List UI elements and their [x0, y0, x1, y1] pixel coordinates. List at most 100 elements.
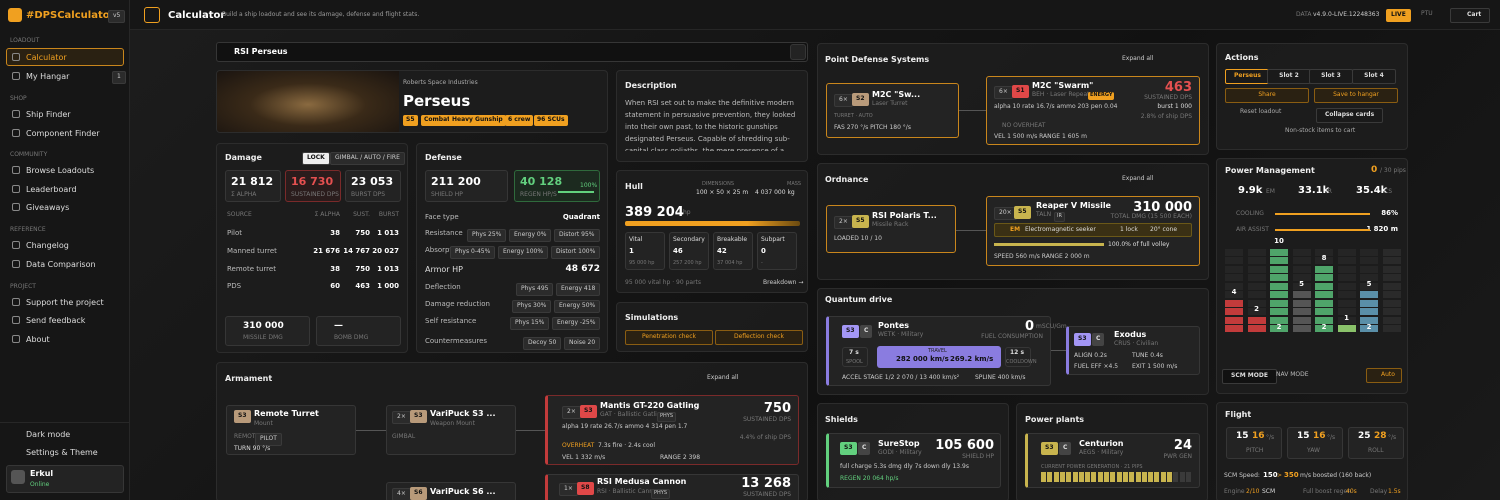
sidebar-sections-items[interactable]: Component Finder: [26, 129, 100, 138]
armament-medusa-type: RSI · Ballistic Cannon: [597, 488, 661, 495]
point-defense-mount-size: S2: [852, 93, 869, 106]
damage-modes[interactable]: LOCK: [302, 152, 330, 165]
point-defense-expand[interactable]: Expand all: [1122, 55, 1154, 62]
search-box[interactable]: [216, 42, 808, 62]
armament-mantis-dps: 750: [763, 401, 791, 416]
ordnance-title: Ordnance: [825, 175, 869, 184]
simulations-buttons[interactable]: Penetration check: [625, 330, 713, 345]
actions-cart[interactable]: Non-stock items to cart: [1285, 127, 1356, 134]
armament-varipuck-s3-count: 2×: [392, 411, 411, 424]
sidebar-sections-items[interactable]: My Hangar: [26, 72, 70, 81]
actions-slots[interactable]: Slot 3: [1309, 69, 1353, 84]
power-modes[interactable]: SCM MODE: [1222, 369, 1277, 384]
topbar-live[interactable]: LIVE: [1386, 9, 1411, 22]
damage-columns: Σ ALPHA: [314, 211, 340, 218]
ship-maker: Roberts Space Industries: [403, 79, 478, 86]
armament-title: Armament: [225, 374, 273, 383]
power-pip: [1337, 265, 1356, 273]
actions-slots[interactable]: Slot 2: [1267, 69, 1311, 84]
power-pip: [1225, 299, 1243, 307]
sidebar-sections-items[interactable]: Ship Finder: [26, 110, 71, 119]
actions-save[interactable]: Save to hangar: [1314, 88, 1398, 103]
stat-card: [285, 170, 341, 202]
armament-expand[interactable]: Expand all: [707, 374, 739, 381]
power-pip: [1066, 472, 1072, 482]
armament-varipuck-s3-size: S3: [410, 410, 427, 423]
defense-armor-rows-chips: Noise 20: [564, 337, 601, 350]
armament-varipuck-s3-type: Weapon Mount: [430, 420, 475, 427]
ordnance-expand[interactable]: Expand all: [1122, 175, 1154, 182]
damage-modes[interactable]: GIMBAL / AUTO / FIRE: [330, 152, 405, 165]
armament-mantis-overheat: OVERHEAT: [562, 442, 595, 449]
power-plants-name: Centurion: [1079, 439, 1124, 448]
power-plants-title: Power plants: [1025, 415, 1085, 424]
flight-axes-a: 15: [1236, 431, 1249, 441]
damage-rows: 750: [355, 265, 370, 273]
quantum-jump-tune: TUNE 0.4s: [1132, 352, 1163, 359]
nav-icon: [12, 110, 20, 118]
sidebar-bottom[interactable]: Settings & Theme: [26, 448, 98, 457]
power-modes[interactable]: NAV MODE: [1276, 371, 1309, 378]
flight-card: [1287, 427, 1343, 459]
power-pip: [1337, 308, 1356, 315]
flight-axes-label: ROLL: [1368, 447, 1384, 454]
defense-armor-rows-label: Damage reduction: [425, 300, 490, 308]
power-pip: [1270, 299, 1288, 307]
actions-slots[interactable]: Slot 4: [1352, 69, 1396, 84]
sidebar-sections-items[interactable]: Data Comparison: [26, 260, 96, 269]
simulations-buttons[interactable]: Deflection check: [715, 330, 803, 345]
cooling-bar: [1275, 213, 1370, 215]
sidebar-sections-items[interactable]: Calculator: [26, 53, 67, 62]
armament-remote-turret-operator: PILOT: [255, 433, 282, 446]
point-defense-weapon-size: S1: [1012, 85, 1029, 98]
actions-slots[interactable]: Perseus: [1225, 69, 1269, 84]
defense-rows-label: Absorption: [425, 246, 463, 254]
hull-breakdown[interactable]: Breakdown →: [763, 279, 804, 286]
sidebar-bottom[interactable]: Dark mode: [26, 430, 71, 439]
sidebar-sections-items[interactable]: Leaderboard: [26, 185, 77, 194]
sidebar-sections-items[interactable]: Browse Loadouts: [26, 166, 95, 175]
actions-share[interactable]: Share: [1225, 88, 1309, 103]
power-title: Power Management: [1225, 166, 1315, 175]
sidebar-sections-items[interactable]: Send feedback: [26, 316, 86, 325]
power-pip: [1270, 248, 1288, 256]
power-pip: [1225, 265, 1243, 273]
quantum-title: Quantum drive: [825, 295, 893, 304]
ship-tags: 6 crew: [505, 115, 534, 126]
sidebar-sections-items[interactable]: About: [26, 335, 50, 344]
actions-collapse[interactable]: Collapse cards: [1316, 108, 1384, 123]
damage-stats-label: SUSTAINED DPS: [291, 191, 339, 198]
quantum-drive-maker: WETK · Military: [878, 331, 924, 338]
defense-shield-value: 211 200: [431, 175, 481, 188]
power-bars-sub: 2: [1366, 323, 1372, 331]
power-pip: [1270, 282, 1288, 290]
power-pip: [1383, 291, 1401, 298]
power-auto[interactable]: Auto: [1366, 368, 1402, 383]
defense-armor-rows-chips: Energy -25%: [552, 317, 601, 330]
armament-mantis-vel: VEL 1 332 m/s: [562, 454, 606, 461]
sidebar-sections-items[interactable]: Support the project: [26, 298, 104, 307]
actions-reset[interactable]: Reset loadout: [1240, 108, 1282, 115]
flight-axes-b: 16: [1252, 431, 1265, 441]
power-pip: [1179, 472, 1185, 482]
armament-medusa-dps-label: SUSTAINED DPS: [743, 491, 791, 498]
topbar-ptu[interactable]: PTU: [1421, 10, 1433, 17]
damage-bomb-label: BOMB DMG: [334, 334, 369, 341]
hull-parts-name: Secondary: [673, 236, 705, 243]
bomb-card: [316, 316, 401, 346]
point-defense-weapon-stats: alpha 10 rate 16.7/s ammo 203 pen 0.04: [994, 103, 1118, 110]
quantum-drive-travel: 282 000 km/s: [896, 355, 949, 363]
sidebar-sections-items[interactable]: Giveaways: [26, 203, 70, 212]
sidebar-sections-title: REFERENCE: [10, 226, 46, 233]
user-card[interactable]: [6, 465, 124, 493]
topbar-cart[interactable]: Cart: [1450, 8, 1491, 23]
hull-part: [713, 232, 753, 270]
stat-card: [345, 170, 401, 202]
damage-rows: 60: [330, 282, 340, 290]
sidebar-version: v5: [108, 10, 126, 23]
power-cooling: 86%: [1381, 209, 1398, 217]
ordnance-missile-size: S5: [1014, 206, 1031, 219]
dropdown[interactable]: [790, 44, 806, 60]
power-pip: [1247, 299, 1266, 307]
sidebar-sections-items[interactable]: Changelog: [26, 241, 69, 250]
